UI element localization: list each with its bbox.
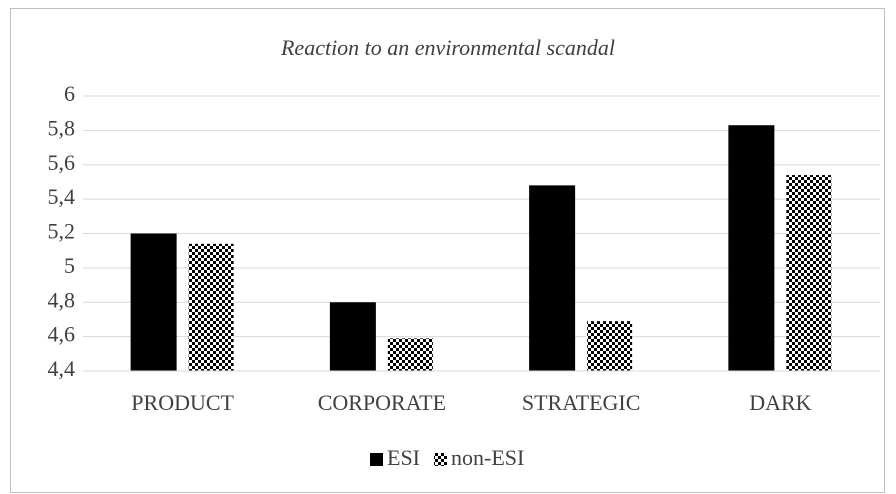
chart-title: Reaction to an environmental scandal <box>280 35 615 60</box>
bar <box>387 338 433 371</box>
bar <box>529 185 576 371</box>
y-tick-label: 4,6 <box>48 322 76 347</box>
y-tick-label: 5,2 <box>48 219 76 244</box>
x-tick-label: PRODUCT <box>131 390 234 415</box>
y-tick-label: 5,4 <box>48 184 76 209</box>
x-tick-label: CORPORATE <box>318 390 446 415</box>
bar <box>728 125 775 371</box>
y-tick-label: 5,6 <box>48 150 76 175</box>
bar <box>587 321 633 371</box>
bar <box>786 175 832 371</box>
legend-label: non-ESI <box>451 445 524 470</box>
x-tick-label: STRATEGIC <box>522 390 641 415</box>
y-tick-label: 4,4 <box>48 356 76 381</box>
x-tick-label: DARK <box>749 390 811 415</box>
y-tick-label: 5,8 <box>48 115 76 140</box>
legend-swatch <box>370 453 383 466</box>
bar <box>130 233 177 371</box>
bar <box>329 302 376 371</box>
y-tick-label: 4,8 <box>48 287 76 312</box>
legend-label: ESI <box>387 445 420 470</box>
y-tick-label: 5 <box>64 253 75 278</box>
bar <box>188 243 234 371</box>
legend-swatch <box>434 453 447 466</box>
y-tick-label: 6 <box>64 81 75 106</box>
